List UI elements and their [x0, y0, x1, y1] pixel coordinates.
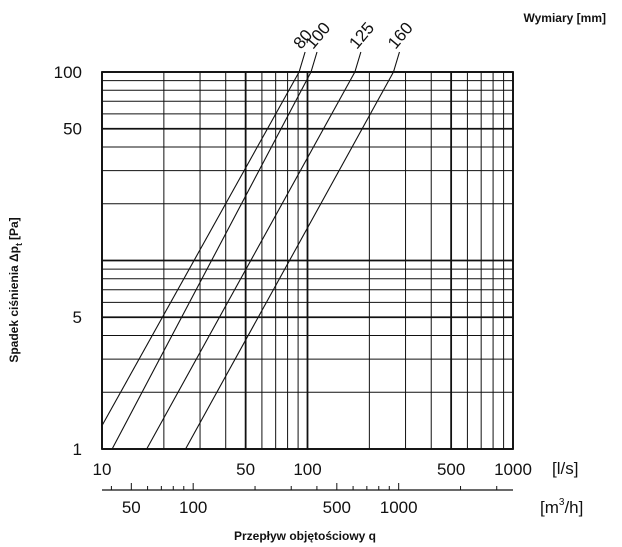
x-unit-primary: [l/s] [552, 459, 578, 478]
y-tick-label: 100 [54, 63, 82, 82]
y-tick-label: 5 [73, 308, 82, 327]
secondary-x-axis: 50 100 500 1000 [102, 483, 513, 517]
series-leader [354, 51, 362, 73]
series-leader [310, 51, 318, 73]
secondary-tick-label: 1000 [380, 498, 418, 517]
secondary-tick-label: 50 [122, 498, 141, 517]
series-leader [298, 51, 306, 73]
plot-frame [101, 71, 514, 450]
secondary-tick-label: 100 [179, 498, 207, 517]
series-label: 125 [345, 19, 378, 53]
x-tick-label: 100 [293, 460, 321, 479]
x-axis-title: Przepływ objętościowy q [234, 529, 376, 543]
series-line [111, 71, 312, 450]
y-tick-label: 1 [73, 440, 82, 459]
x-unit-secondary: [m3/h] [540, 497, 583, 517]
y-tick-label: 50 [63, 120, 82, 139]
x-tick-label: 50 [236, 460, 255, 479]
secondary-tick-label: 500 [323, 498, 351, 517]
series-line [101, 71, 300, 426]
tick-labels: 10 50 100 500 1000 1 5 50 100 [54, 63, 532, 479]
y-axis-title: Spadek ciśnienia Δpt[Pa] [7, 217, 24, 362]
series-line [146, 71, 356, 450]
series-leader [392, 51, 400, 73]
legend-title: Wymiary [mm] [524, 11, 606, 25]
x-tick-label: 10 [93, 460, 112, 479]
x-tick-label: 500 [437, 460, 465, 479]
grid [101, 71, 514, 450]
x-tick-label: 1000 [494, 460, 532, 479]
series-label: 160 [384, 19, 417, 53]
series-line [185, 71, 394, 450]
